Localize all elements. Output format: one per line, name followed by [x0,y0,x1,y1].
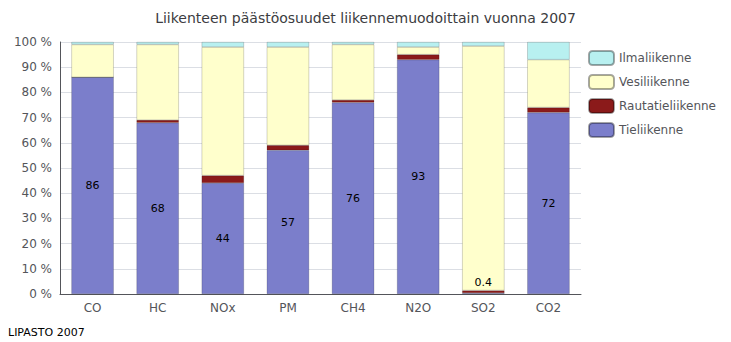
svg-text:CO: CO [84,301,102,315]
svg-text:Vesiliikenne: Vesiliikenne [619,75,690,89]
svg-text:10 %: 10 % [22,262,53,276]
svg-text:Ilmaliikenne: Ilmaliikenne [619,51,691,65]
svg-text:80 %: 80 % [22,85,53,99]
svg-text:68: 68 [151,202,165,215]
svg-text:70 %: 70 % [22,111,53,125]
svg-text:44: 44 [216,232,230,245]
svg-text:90 %: 90 % [22,60,53,74]
svg-text:HC: HC [149,301,166,315]
svg-text:57: 57 [281,216,295,229]
svg-text:40 %: 40 % [22,186,53,200]
svg-text:93: 93 [411,170,425,183]
svg-text:Liikenteen päästöosuudet liike: Liikenteen päästöosuudet liikennemuodoit… [155,10,576,26]
svg-text:0.4: 0.4 [475,276,493,289]
svg-text:CO2: CO2 [536,301,561,315]
svg-text:0 %: 0 % [29,287,52,301]
svg-text:76: 76 [346,192,360,205]
svg-text:LIPASTO 2007: LIPASTO 2007 [8,326,85,339]
svg-text:CH4: CH4 [341,301,366,315]
svg-text:N2O: N2O [405,301,431,315]
svg-text:30 %: 30 % [22,211,53,225]
svg-text:PM: PM [279,301,297,315]
svg-text:20 %: 20 % [22,237,53,251]
svg-text:50 %: 50 % [22,161,53,175]
svg-text:72: 72 [541,197,555,210]
svg-text:SO2: SO2 [471,301,496,315]
svg-text:Rautatieliikenne: Rautatieliikenne [619,99,716,113]
svg-text:60 %: 60 % [22,136,53,150]
svg-text:86: 86 [86,179,100,192]
svg-text:NOx: NOx [210,301,236,315]
svg-text:Tieliikenne: Tieliikenne [618,123,683,137]
svg-text:100 %: 100 % [14,35,52,49]
